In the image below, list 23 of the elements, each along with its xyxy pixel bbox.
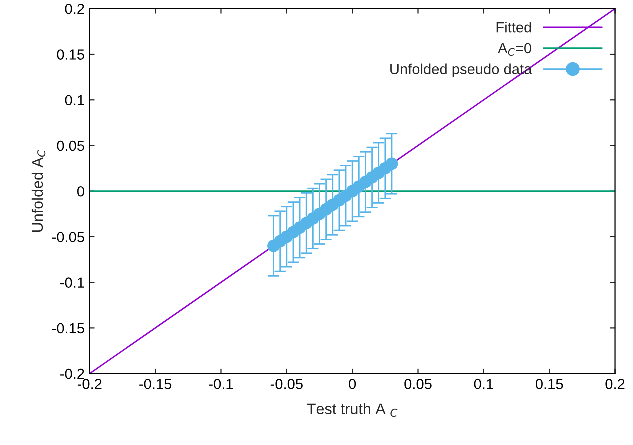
point xyxy=(386,158,398,170)
y-axis-title: Unfolded A$_{C}$ xyxy=(32,150,46,232)
legend-label: Fitted xyxy=(496,22,532,33)
y-tick-label: -0.15 xyxy=(52,323,84,334)
x-tick-label: -0.1 xyxy=(209,379,234,390)
y-tick-label: 0.2 xyxy=(65,4,84,14)
x-tick-label: -0.15 xyxy=(140,379,172,390)
legend-label: A$_{C}$=0 xyxy=(498,43,532,56)
y-tick-label: 0.05 xyxy=(57,140,84,152)
y-tick-label: 0.1 xyxy=(65,95,84,106)
x-axis-title: Test truth A $_{C}$ xyxy=(307,403,398,418)
y-tick-label: -0.05 xyxy=(52,232,84,242)
x-tick-label: 0.05 xyxy=(404,379,432,390)
y-tick-label: -0.1 xyxy=(60,278,84,288)
x-tick-label: -0.05 xyxy=(270,379,303,390)
x-tick-label: 0 xyxy=(349,379,356,390)
x-tick-label: 0.2 xyxy=(606,379,625,390)
y-tick-label: 0.15 xyxy=(57,50,84,60)
x-tick-label: -0.2 xyxy=(78,379,102,390)
y-tick-label: 0 xyxy=(77,186,84,197)
x-tick-label: 0.15 xyxy=(536,379,564,390)
y-tick-label: -0.2 xyxy=(60,368,84,380)
x-tick-label: 0.1 xyxy=(474,379,494,390)
